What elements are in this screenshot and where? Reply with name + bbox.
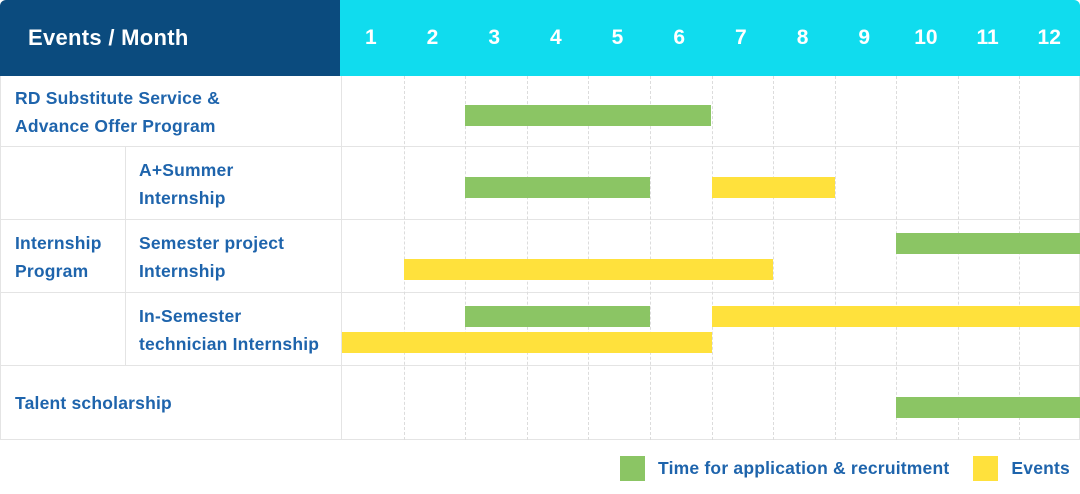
month-gridline	[1019, 76, 1021, 440]
table-row	[1, 147, 1079, 220]
events-month-header-cell: Events / Month	[0, 0, 340, 76]
yellow-bar	[342, 332, 712, 353]
month-header-6: 6	[673, 26, 686, 49]
month-gridline	[526, 76, 528, 440]
row-label-line: A+Summer	[139, 159, 234, 180]
month-gridline	[896, 76, 898, 440]
month-header-1: 1	[364, 26, 377, 49]
month-gridline	[588, 76, 590, 440]
month-gridline	[773, 76, 775, 440]
legend: Time for application & recruitment Events	[0, 456, 1080, 481]
month-header-8: 8	[796, 26, 809, 49]
legend-item-yellow: Events	[973, 456, 1070, 481]
month-gridline	[649, 76, 651, 440]
yellow-bar	[711, 306, 1080, 327]
yellow-bar	[711, 177, 835, 198]
group-label-line: Program	[15, 260, 89, 281]
row-label-line: technician Internship	[139, 333, 320, 354]
yellow-bar	[403, 259, 774, 280]
group-label-line: Internship	[15, 232, 102, 253]
row-label-5: Talent scholarship	[1, 366, 341, 440]
chart-area	[341, 76, 1080, 440]
table-row	[1, 220, 1079, 293]
row-label-3: Semester project Internship	[125, 220, 341, 293]
table-header-row: Events / Month 1 2 3 4 5 6 7 8 9 10 11 12	[0, 0, 1080, 76]
row-label-line: Semester project	[139, 232, 285, 253]
events-month-title: Events / Month	[28, 25, 189, 50]
legend-label: Events	[1011, 458, 1070, 478]
row-label-line: Advance Offer Program	[15, 115, 216, 136]
row-label-line: Internship	[139, 187, 226, 208]
month-gridline	[834, 76, 836, 440]
green-bar	[896, 397, 1080, 418]
month-header-10: 10	[914, 26, 938, 49]
table-row	[1, 76, 1079, 147]
table-row	[1, 293, 1079, 366]
legend-label: Time for application & recruitment	[658, 458, 950, 478]
row-label-line: Talent scholarship	[15, 393, 172, 413]
row-label-line: Internship	[139, 260, 226, 281]
green-swatch-icon	[620, 456, 646, 481]
month-gridline	[465, 76, 467, 440]
month-header-3: 3	[488, 26, 501, 49]
month-header-11: 11	[976, 26, 999, 49]
month-header-12: 12	[1037, 26, 1061, 49]
month-header-2: 2	[426, 26, 439, 49]
month-gridline	[957, 76, 959, 440]
green-bar	[896, 233, 1080, 254]
green-bar	[465, 306, 650, 327]
month-gridline	[711, 76, 713, 440]
month-header-7: 7	[735, 26, 747, 49]
table-body: RD Substitute Service & Advance Offer Pro…	[1, 76, 1080, 440]
legend-item-green: Time for application & recruitment	[620, 456, 949, 481]
group-column-divider	[125, 147, 126, 366]
row-label-line: RD Substitute Service &	[15, 87, 220, 108]
row-label-line: In-Semester	[139, 305, 242, 326]
month-header-4: 4	[550, 26, 562, 49]
month-header-9: 9	[858, 26, 871, 49]
yellow-swatch-icon	[973, 456, 999, 481]
month-header-row: 1 2 3 4 5 6 7 8 9 10 11 12	[340, 0, 1080, 76]
events-table: Events / Month 1 2 3 4 5 6 7 8 9 10 11 12 RD Substi…	[0, 0, 1080, 440]
row-label-4: In-Semester technician Internship	[125, 293, 341, 366]
green-bar	[465, 105, 712, 126]
month-gridline	[403, 76, 405, 440]
row-label-2: A+Summer Internship	[125, 147, 341, 220]
month-header-5: 5	[611, 26, 624, 49]
row-label-1: RD Substitute Service & Advance Offer Pro…	[1, 76, 341, 147]
green-bar	[465, 177, 650, 198]
group-label-internship-program: Internship Program	[1, 147, 125, 366]
